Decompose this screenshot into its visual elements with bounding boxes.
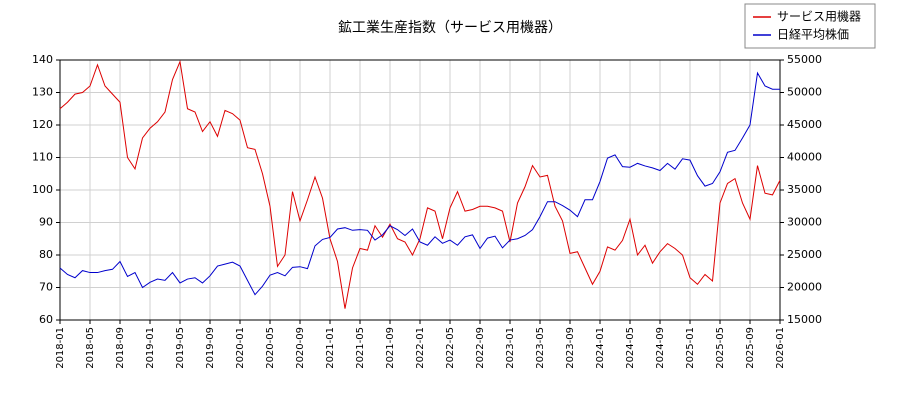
y2-tick-label: 55000 bbox=[787, 53, 822, 66]
y-tick-label: 110 bbox=[32, 151, 53, 164]
x-tick-label: 2021-09 bbox=[385, 327, 396, 369]
x-tick-label: 2019-09 bbox=[205, 327, 216, 369]
x-tick-label: 2018-01 bbox=[55, 327, 66, 369]
y-tick-label: 130 bbox=[32, 86, 53, 99]
x-tick-label: 2026-01 bbox=[775, 327, 786, 369]
x-tick-label: 2021-01 bbox=[325, 327, 336, 369]
x-tick-label: 2025-09 bbox=[745, 327, 756, 369]
x-tick-label: 2018-09 bbox=[115, 327, 126, 369]
y2-tick-label: 20000 bbox=[787, 281, 822, 294]
x-tick-label: 2019-05 bbox=[175, 327, 186, 369]
series-line bbox=[59, 71, 780, 296]
y2-tick-label: 40000 bbox=[787, 151, 822, 164]
y2-tick-label: 30000 bbox=[787, 216, 822, 229]
series-line bbox=[59, 59, 781, 309]
x-tick-label: 2020-01 bbox=[235, 327, 246, 369]
y-tick-label: 60 bbox=[39, 313, 53, 326]
x-tick-label: 2023-05 bbox=[535, 327, 546, 369]
x-tick-label: 2018-05 bbox=[85, 327, 96, 369]
y-tick-label: 120 bbox=[32, 118, 53, 131]
x-tick-label: 2019-01 bbox=[145, 327, 156, 369]
y-tick-label: 70 bbox=[39, 281, 53, 294]
x-tick-label: 2023-09 bbox=[565, 327, 576, 369]
x-tick-label: 2022-01 bbox=[415, 327, 426, 369]
x-tick-label: 2024-01 bbox=[595, 327, 606, 369]
y-tick-label: 80 bbox=[39, 248, 53, 261]
y-tick-label: 90 bbox=[39, 216, 53, 229]
x-tick-label: 2022-05 bbox=[445, 327, 456, 369]
y-tick-label: 100 bbox=[32, 183, 53, 196]
x-tick-label: 2024-09 bbox=[655, 327, 666, 369]
y2-tick-label: 50000 bbox=[787, 86, 822, 99]
legend-label: 日経平均株価 bbox=[777, 27, 849, 42]
x-tick-label: 2020-05 bbox=[265, 327, 276, 369]
y2-tick-label: 15000 bbox=[787, 313, 822, 326]
x-tick-label: 2020-09 bbox=[295, 327, 306, 369]
plot-frame bbox=[59, 59, 781, 321]
legend-label: サービス用機器 bbox=[777, 9, 861, 24]
x-tick-label: 2023-01 bbox=[505, 327, 516, 369]
y2-tick-label: 45000 bbox=[787, 118, 822, 131]
x-tick-label: 2025-01 bbox=[685, 327, 696, 369]
x-tick-label: 2024-05 bbox=[625, 327, 636, 369]
y2-tick-label: 35000 bbox=[787, 183, 822, 196]
chart-title: 鉱工業生産指数（サービス用機器） bbox=[338, 19, 562, 36]
y-tick-label: 140 bbox=[32, 53, 53, 66]
x-tick-label: 2022-09 bbox=[475, 327, 486, 369]
x-tick-label: 2025-05 bbox=[715, 327, 726, 369]
y2-tick-label: 25000 bbox=[787, 248, 822, 261]
x-tick-label: 2021-05 bbox=[355, 327, 366, 369]
legend-box bbox=[744, 3, 876, 49]
